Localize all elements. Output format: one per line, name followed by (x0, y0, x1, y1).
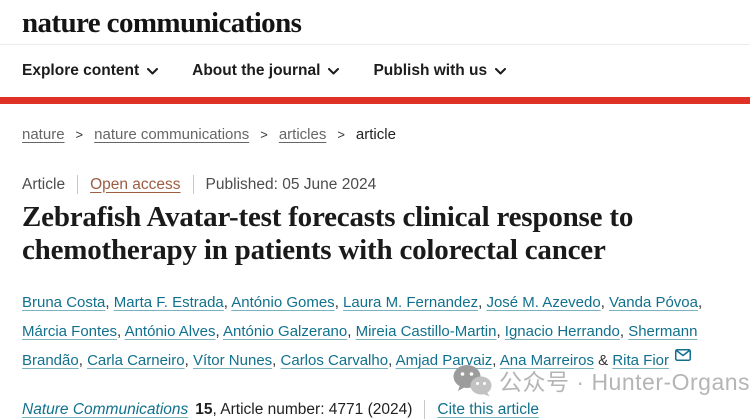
nav-item-label: About the journal (192, 62, 321, 79)
author-link-carla-carneiro[interactable]: Carla Carneiro (87, 352, 185, 369)
email-icon[interactable] (675, 349, 692, 361)
breadcrumb-separator: > (337, 127, 345, 142)
breadcrumb-item-article: article (355, 126, 396, 143)
breadcrumb-item-nature[interactable]: nature (22, 126, 65, 143)
article-number-text: , Article number: 4771 (2024) (212, 400, 413, 418)
article-type-label: Article (22, 175, 66, 193)
author-link-mireia-castillo-martin[interactable]: Mireia Castillo-Martin (355, 323, 497, 340)
author-link-marta-f-estrada[interactable]: Marta F. Estrada (113, 294, 224, 311)
article-title: Zebrafish Avatar-test forecasts clinical… (22, 201, 634, 266)
author-link-ana-marreiros[interactable]: Ana Marreiros (499, 352, 594, 369)
nav-item-publish-with-us[interactable]: Publish with us (373, 62, 507, 80)
author-link-shermann-brandao[interactable]: Shermann Brandão (22, 323, 698, 369)
author-link-marcia-fontes[interactable]: Márcia Fontes (22, 323, 118, 340)
author-link-ignacio-herrando[interactable]: Ignacio Herrando (504, 323, 620, 340)
article-meta: Article Open access Published: 05 June 2… (22, 175, 728, 194)
nav-item-label: Explore content (22, 62, 140, 79)
author-link-antonio-gomes[interactable]: António Gomes (231, 294, 335, 311)
breadcrumb-item-articles[interactable]: articles (278, 126, 327, 143)
author-link-bruna-costa[interactable]: Bruna Costa (22, 294, 106, 311)
nav-item-explore-content[interactable]: Explore content (22, 62, 159, 80)
author-link-antonio-alves[interactable]: António Alves (124, 323, 216, 340)
open-access-link[interactable]: Open access (90, 175, 181, 193)
author-link-carlos-carvalho[interactable]: Carlos Carvalho (280, 352, 389, 369)
breadcrumb-separator: > (75, 127, 84, 142)
nav-item-label: Publish with us (373, 62, 488, 79)
chevron-down-icon (147, 67, 159, 74)
chevron-down-icon (495, 67, 507, 74)
article-header-section: nature > nature communications > articles > ar… (0, 126, 750, 419)
chevron-down-icon (328, 67, 340, 74)
author-link-antonio-galzerano[interactable]: António Galzerano (222, 323, 348, 340)
accent-bar (0, 97, 750, 104)
breadcrumb-separator: > (260, 127, 268, 142)
author-link-amjad-parvaiz[interactable]: Amjad Parvaiz (395, 352, 493, 369)
cite-this-article-link[interactable]: Cite this article (437, 400, 540, 418)
authors-list: Bruna Costa, Marta F. Estrada, António G… (22, 294, 703, 369)
journal-logo[interactable]: nature communications (22, 6, 302, 39)
breadcrumb-item-nature-communications[interactable]: nature communications (94, 126, 250, 143)
published-date: Published: 05 June 2024 (205, 175, 377, 193)
author-link-jose-m-azevedo[interactable]: José M. Azevedo (486, 294, 601, 311)
author-link-vanda-povoa[interactable]: Vanda Póvoa (609, 294, 698, 311)
nav-item-about-the-journal[interactable]: About the journal (192, 62, 340, 80)
site-header: nature communications (0, 0, 750, 45)
main-nav: Explore content About the journal Publish … (0, 45, 750, 97)
citation-divider (424, 400, 426, 419)
breadcrumb: nature > nature communications > articles > ar… (22, 126, 728, 143)
author-link-rita-fior[interactable]: Rita Fior (612, 352, 670, 369)
meta-divider (192, 175, 194, 194)
author-link-vitor-nunes[interactable]: Vítor Nunes (192, 352, 273, 369)
author-link-laura-m-fernandez[interactable]: Laura M. Fernandez (343, 294, 479, 311)
citation-line: Nature Communications 15 , Article numbe… (22, 400, 728, 419)
journal-link[interactable]: Nature Communications (22, 400, 189, 418)
meta-divider (77, 175, 79, 194)
volume-number: 15 (195, 400, 213, 418)
